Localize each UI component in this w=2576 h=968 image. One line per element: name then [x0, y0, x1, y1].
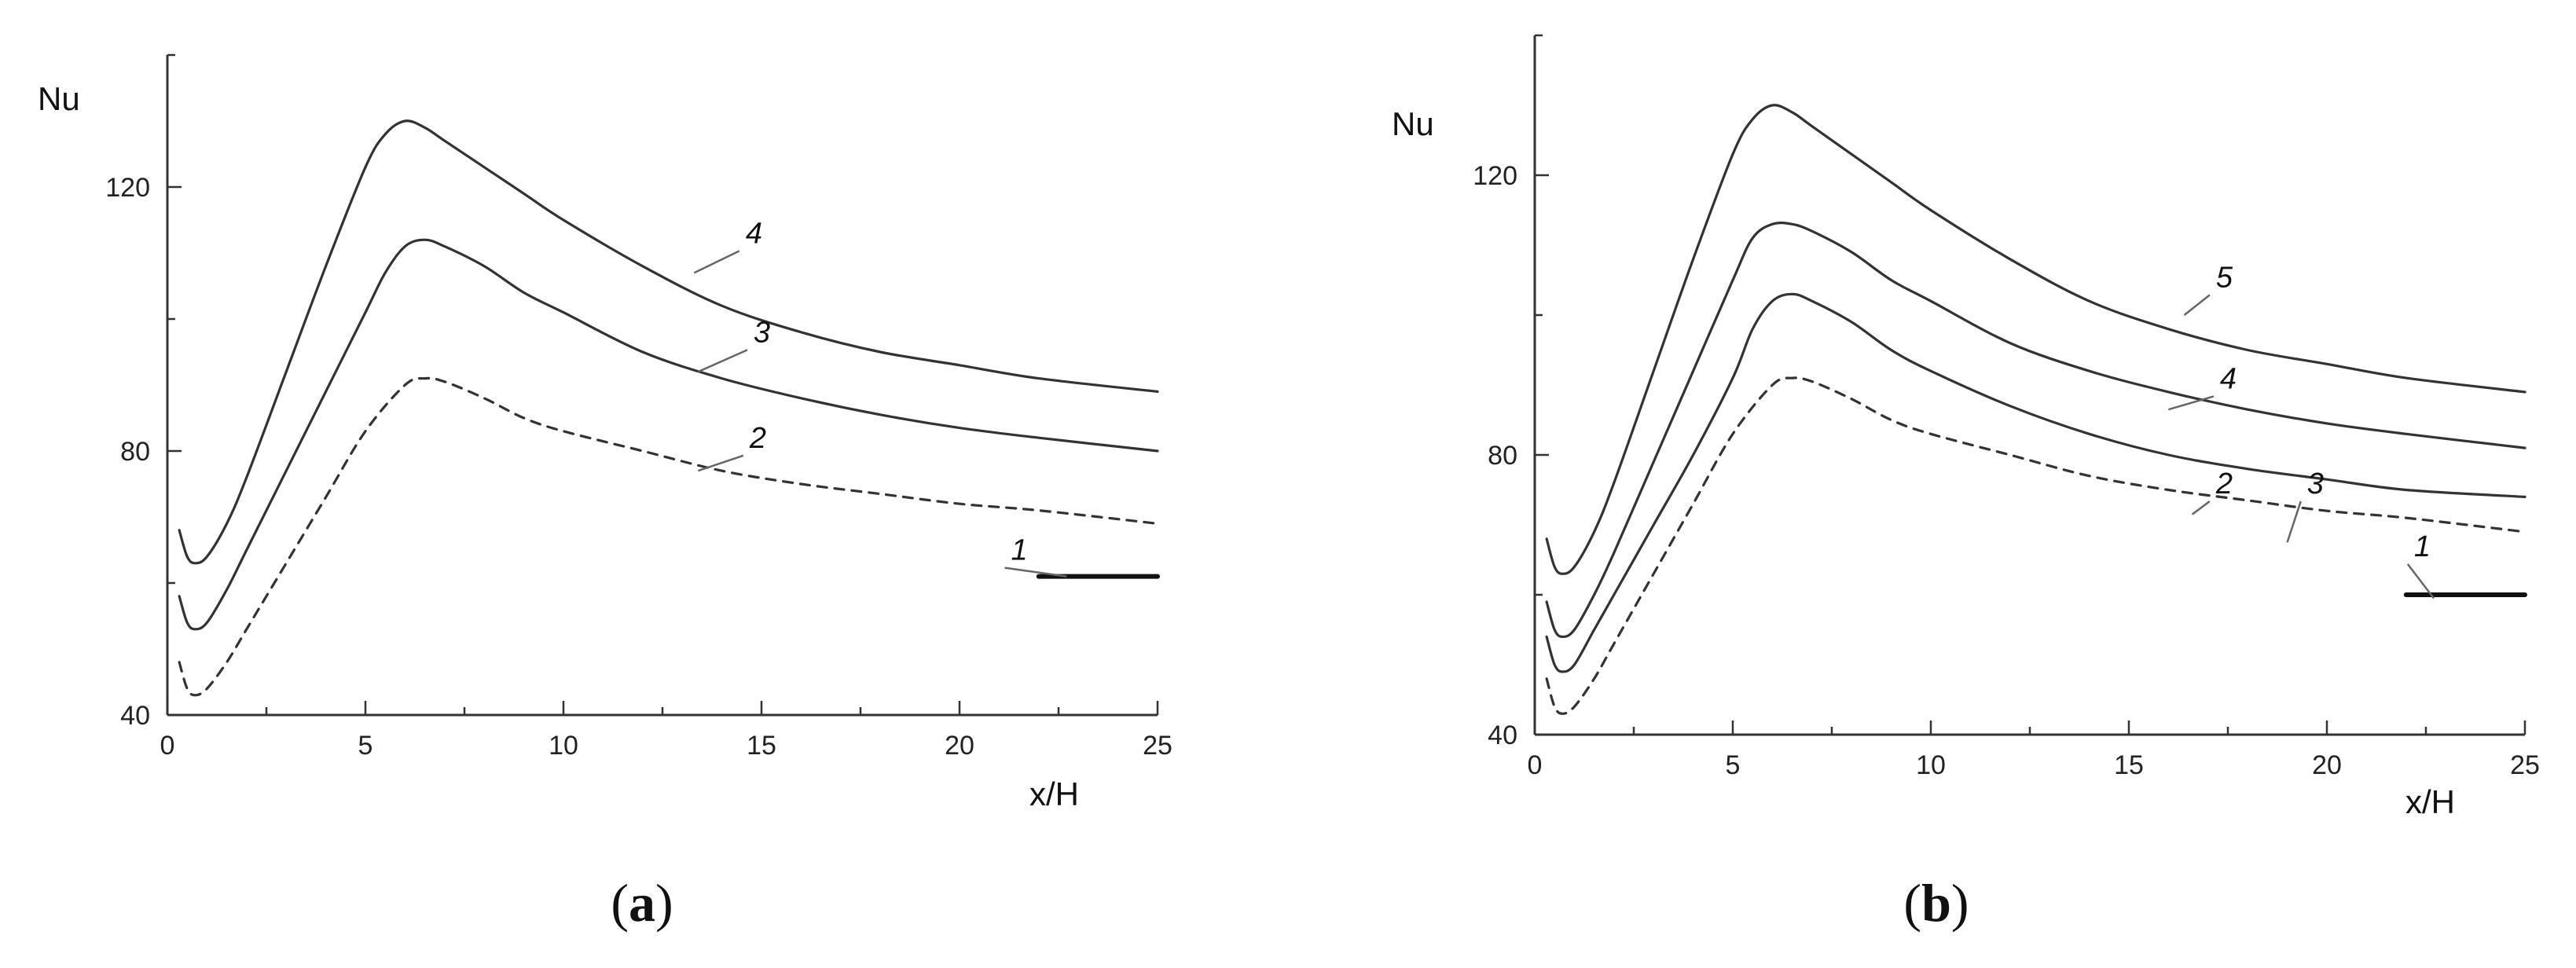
c1-x-tick-label: 20: [2312, 750, 2342, 780]
c1-x-tick-label: 0: [1528, 750, 1543, 780]
chart-panel-a: 0 5 10 15 20 25 40 80 120 Nu x/H 1 2 3 4 (a): [38, 53, 1172, 933]
c0-y-tick-label: 120: [105, 173, 150, 203]
c0-label-leader-2: [697, 454, 744, 472]
c0-x-tick-label: 10: [549, 731, 578, 761]
panel-letter-a: a: [629, 873, 655, 933]
c1-x-axis-title: x/H: [2405, 783, 2455, 820]
c1-x-tick-label: 5: [1726, 750, 1741, 780]
chart-b-svg: 0 5 10 15 20 25 40 80 120 Nu x/H 1 2 3 4 5: [1392, 34, 2540, 820]
c1-label-leader-5: [2183, 294, 2211, 316]
c1-series-3-line: [1545, 292, 2526, 673]
c0-y-tick-label: 40: [120, 701, 150, 731]
c0-y-axis-title: Nu: [38, 80, 80, 117]
c1-curve-label-1: 1: [2414, 530, 2431, 563]
panel-label-b: (b): [1903, 873, 1969, 933]
c0-series-3-line: [178, 238, 1159, 631]
c1-curve-label-2: 2: [2215, 468, 2233, 500]
c0-label-leader-3: [697, 349, 748, 373]
c1-x-tick-label: 15: [2114, 750, 2144, 780]
c0-curve-label-1: 1: [1011, 534, 1028, 567]
c0-series-2-line: [178, 376, 1159, 697]
c1-y-tick-label: 80: [1488, 441, 1517, 471]
c1-label-leader-2: [2191, 500, 2211, 515]
c0-y-tick-label: 80: [120, 437, 150, 467]
c1-x-tick-label: 25: [2510, 750, 2540, 780]
c1-label-leader-1: [2406, 563, 2435, 600]
c0-x-tick-label: 15: [747, 731, 776, 761]
c0-curve-label-3: 3: [754, 316, 770, 349]
c0-x-tick-label: 5: [358, 731, 373, 761]
chart-a-svg: 0 5 10 15 20 25 40 80 120 Nu x/H 1 2 3 4: [38, 53, 1172, 812]
c0-x-tick-label: 20: [945, 731, 974, 761]
c1-curve-label-3: 3: [2307, 468, 2324, 500]
c1-series-2-line: [1545, 376, 2526, 715]
c0-curve-label-2: 2: [749, 422, 766, 455]
panel-label-a: (a): [611, 873, 673, 933]
c0-label-leader-1: [1004, 566, 1067, 578]
c0-series-4-line: [178, 119, 1159, 565]
c0-x-tick-label: 0: [160, 731, 175, 761]
c1-label-leader-4: [2168, 395, 2215, 411]
c1-y-tick-label: 40: [1488, 720, 1517, 750]
c1-series-5-line: [1545, 104, 2526, 575]
c1-series-4-line: [1545, 222, 2526, 638]
c1-x-tick-label: 10: [1916, 750, 1946, 780]
c0-curve-label-4: 4: [746, 217, 762, 250]
c1-y-tick-label: 120: [1473, 161, 1517, 191]
c1-curve-label-4: 4: [2220, 362, 2237, 395]
c1-curve-label-5: 5: [2216, 261, 2233, 294]
c1-y-axis-title: Nu: [1392, 105, 1434, 142]
c1-label-leader-3: [2286, 500, 2302, 543]
c0-x-tick-label: 25: [1143, 731, 1172, 761]
c0-label-leader-4: [693, 250, 740, 274]
chart-panel-b: 0 5 10 15 20 25 40 80 120 Nu x/H 1 2 3 4 5 (b): [1288, 0, 2576, 968]
panel-letter-b: b: [1921, 873, 1951, 933]
c0-x-axis-title: x/H: [1029, 776, 1079, 812]
